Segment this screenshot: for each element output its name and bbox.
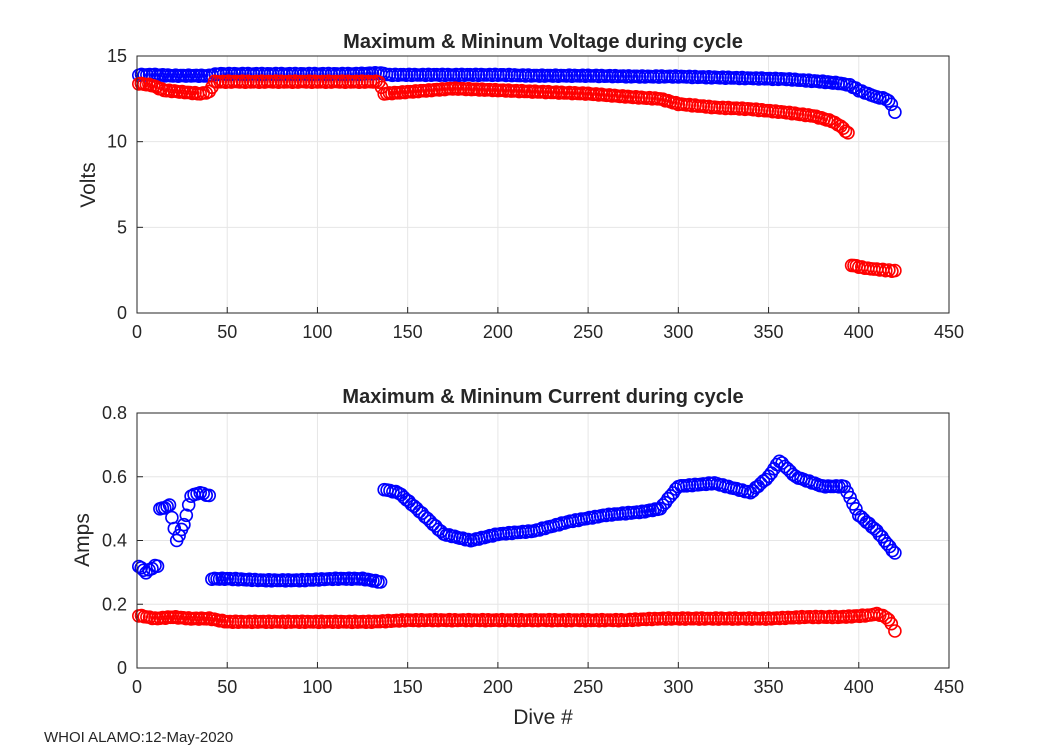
voltage-x-tick-label: 250 xyxy=(573,322,603,342)
current-maximum-point xyxy=(172,528,186,543)
current-x-tick-label: 150 xyxy=(393,677,423,697)
voltage-y-tick-label: 15 xyxy=(107,46,127,66)
voltage-y-tick-label: 0 xyxy=(117,303,127,323)
voltage-minimum-point xyxy=(838,124,853,139)
footer-credit: WHOI ALAMO:12-May-2020 xyxy=(44,729,233,746)
current-maximum-point xyxy=(179,508,194,523)
current-x-tick-label: 400 xyxy=(844,677,874,697)
voltage-y-axis-label: Volts xyxy=(77,162,100,208)
current-x-tick-label: 100 xyxy=(302,677,332,697)
current-y-axis-label: Amps xyxy=(71,513,94,567)
current-maximum-point xyxy=(134,560,148,575)
current-panel: 0 50 100 150 200 250 300 350 400 450 0 0.2 0.4 0.6 0.8… xyxy=(71,386,964,729)
current-maximum-point xyxy=(885,543,900,558)
current-series-maximum xyxy=(132,454,902,589)
voltage-chart-title: Maximum & Mininum Voltage during cycle xyxy=(343,31,743,53)
voltage-x-tick-label: 0 xyxy=(132,322,142,342)
voltage-x-tick-label: 100 xyxy=(302,322,332,342)
voltage-y-tick-label: 5 xyxy=(117,217,127,237)
current-maximum-point xyxy=(373,575,388,589)
voltage-panel: 0 50 100 150 200 250 300 350 400 450 0 5 10 15 Maximu… xyxy=(77,31,964,342)
current-maximum-point xyxy=(160,499,174,514)
voltage-maximum-point xyxy=(854,84,869,98)
voltage-marks xyxy=(132,66,902,279)
voltage-minimum-point xyxy=(888,263,902,278)
current-x-tick-label: 50 xyxy=(217,677,237,697)
voltage-x-tick-label: 400 xyxy=(844,322,874,342)
voltage-minimum-point xyxy=(836,121,850,135)
voltage-y-tick-label: 10 xyxy=(107,132,127,152)
current-x-tick-label: 200 xyxy=(483,677,513,697)
current-chart-title: Maximum & Mininum Current during cycle xyxy=(342,386,743,408)
voltage-maximum-point xyxy=(888,105,902,119)
current-minimum-point xyxy=(888,624,902,638)
current-y-tick-label: 0 xyxy=(117,658,127,678)
voltage-x-tick-label: 350 xyxy=(754,322,784,342)
current-y-tick-label: 0.6 xyxy=(102,467,127,487)
current-x-tick-label: 450 xyxy=(934,677,964,697)
voltage-maximum-point xyxy=(884,97,899,112)
current-maximum-point xyxy=(162,498,177,512)
voltage-axes-frame xyxy=(136,55,950,314)
current-maximum-point xyxy=(843,490,857,505)
voltage-minimum-point xyxy=(841,126,855,140)
current-x-tick-label: 350 xyxy=(754,677,784,697)
current-x-tick-label: 300 xyxy=(663,677,693,697)
current-y-tick-label: 0.4 xyxy=(102,531,127,551)
voltage-x-tick-label: 150 xyxy=(393,322,423,342)
voltage-ticks: 0 50 100 150 200 250 300 350 400 450 0 5 10 15 xyxy=(107,46,964,342)
current-ticks: 0 50 100 150 200 250 300 350 400 450 0 0.2 0.4 0.6 0.8 xyxy=(102,403,964,697)
current-maximum-point xyxy=(136,563,151,578)
current-maximum-point xyxy=(888,546,902,560)
current-x-tick-label: 250 xyxy=(573,677,603,697)
current-marks xyxy=(132,454,902,638)
voltage-x-tick-label: 450 xyxy=(934,322,964,342)
current-x-tick-label: 0 xyxy=(132,677,142,697)
voltage-maximum-point xyxy=(881,94,896,108)
current-x-axis-label: Dive # xyxy=(513,706,573,729)
current-y-tick-label: 0.2 xyxy=(102,594,127,614)
voltage-x-tick-label: 200 xyxy=(483,322,513,342)
current-minimum-point xyxy=(881,612,896,627)
current-maximum-point xyxy=(181,498,196,512)
voltage-series-maximum xyxy=(132,66,902,119)
voltage-x-tick-label: 50 xyxy=(217,322,237,342)
voltage-series-minimum xyxy=(132,74,902,279)
current-minimum-point xyxy=(884,616,899,631)
current-maximum-point xyxy=(177,517,191,532)
current-maximum-point xyxy=(202,488,216,503)
current-series-minimum xyxy=(132,606,902,638)
current-y-tick-label: 0.8 xyxy=(102,403,127,423)
current-maximum-point xyxy=(150,559,165,574)
voltage-x-tick-label: 300 xyxy=(663,322,693,342)
